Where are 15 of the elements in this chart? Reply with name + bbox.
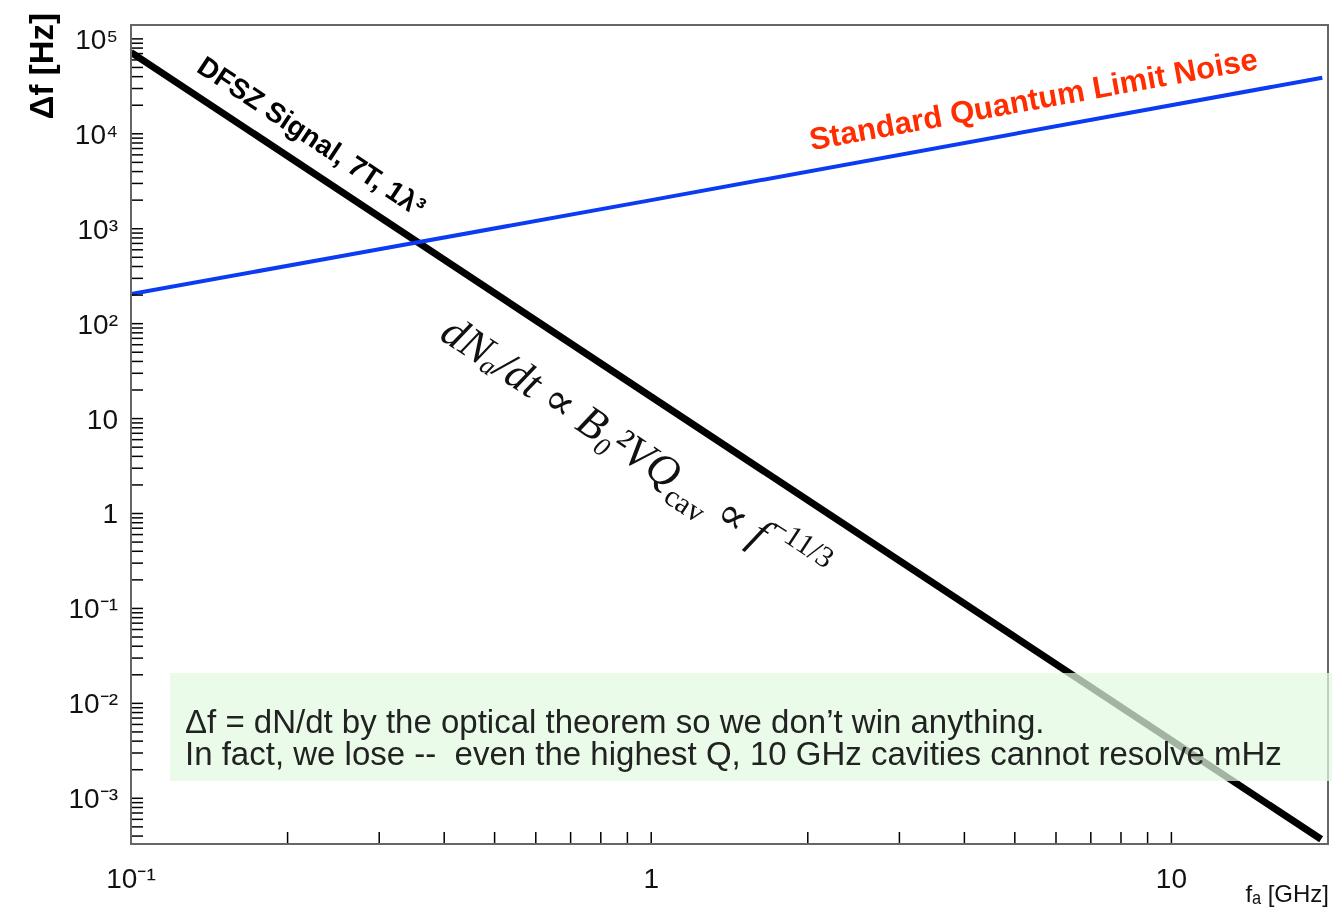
y-tick-label: 10³ bbox=[77, 213, 118, 245]
y-axis-title: Δf [Hz] bbox=[23, 13, 60, 120]
x-tick-label: 10⁻¹ bbox=[106, 862, 156, 894]
y-tick-label: 10 bbox=[86, 403, 118, 435]
y-tick-label: 10⁻³ bbox=[68, 783, 118, 815]
y-tick-label: 10⁻² bbox=[68, 688, 118, 720]
text: Standard Quantum Limit Noise bbox=[806, 40, 1261, 157]
y-tick-label: 10⁻¹ bbox=[68, 593, 118, 625]
x-tick-label: 10 bbox=[1155, 862, 1187, 894]
y-tick-label: 1 bbox=[102, 498, 118, 530]
x-tick-label: 1 bbox=[643, 862, 659, 894]
x-axis-title: fₐ [GHz] bbox=[1245, 880, 1329, 907]
y-tick-label: 10⁵ bbox=[75, 23, 118, 55]
y-tick-label: 10² bbox=[77, 308, 118, 340]
y-tick-label: 10⁴ bbox=[74, 118, 118, 150]
